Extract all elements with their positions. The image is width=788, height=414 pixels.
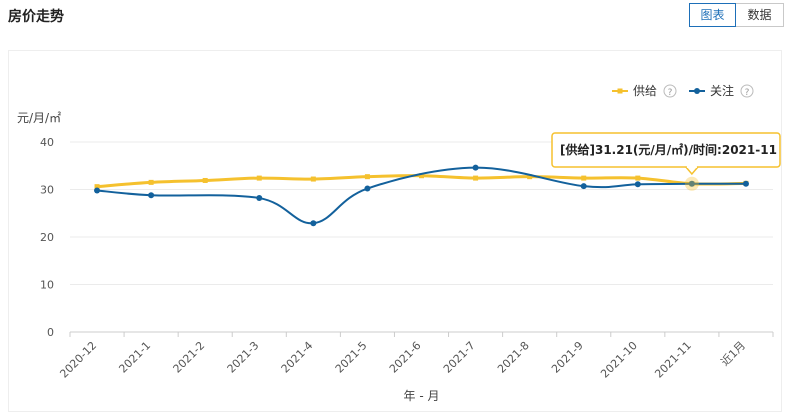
help-icon[interactable] [663, 84, 677, 98]
tab-chart[interactable]: 图表 [689, 3, 736, 27]
y-tick-label: 30 [40, 184, 54, 197]
data-point[interactable] [364, 185, 371, 192]
x-tick-label: 2021-7 [441, 339, 478, 376]
legend-label[interactable]: 供给 [633, 84, 657, 98]
x-tick-label: 2021-4 [279, 339, 316, 376]
data-point[interactable] [310, 176, 316, 182]
legend-marker [694, 88, 700, 94]
data-point[interactable] [635, 175, 641, 181]
x-tick-label: 2021-1 [116, 339, 153, 376]
data-point[interactable] [688, 180, 695, 187]
x-tick-label: 2021-6 [387, 339, 424, 376]
legend-label[interactable]: 关注 [710, 83, 734, 98]
y-tick-label: 10 [40, 279, 54, 292]
x-tick-label: 2021-5 [333, 339, 370, 376]
x-tick-label: 2021-2 [171, 339, 208, 376]
x-tick-label: 2021-10 [598, 339, 640, 381]
help-icon-glyph: ? [668, 88, 673, 98]
data-point[interactable] [256, 195, 263, 202]
data-point[interactable] [581, 175, 587, 181]
data-point[interactable] [419, 173, 424, 179]
legend-marker [617, 88, 623, 94]
x-tick-label: 近1月 [718, 339, 748, 369]
x-tick-label: 2021-3 [225, 339, 262, 376]
data-point[interactable] [742, 180, 749, 187]
data-point[interactable] [148, 179, 154, 185]
y-tick-label: 0 [47, 326, 54, 339]
tooltip-pointer [685, 166, 699, 176]
y-tick-label: 40 [40, 136, 54, 149]
x-tick-label: 2021-8 [495, 339, 532, 376]
y-axis-label: 元/月/㎡ [17, 111, 61, 125]
tooltip-box [551, 132, 781, 168]
chart-panel [8, 50, 782, 412]
data-point[interactable] [634, 181, 641, 188]
data-point[interactable] [580, 183, 587, 190]
data-point[interactable] [202, 177, 208, 183]
x-tick-label: 2020-12 [57, 339, 99, 381]
help-icon-glyph: ? [745, 88, 750, 98]
x-axis-label: 年 - 月 [404, 389, 440, 403]
x-tick-label: 2021-9 [549, 339, 586, 376]
data-point[interactable] [310, 220, 317, 227]
data-point[interactable] [364, 174, 370, 180]
help-icon[interactable] [740, 84, 754, 98]
data-point[interactable] [527, 174, 533, 180]
data-point[interactable] [473, 175, 479, 181]
tooltip-text: [供给]31.21(元/月/㎡)/时间:2021-11 [560, 142, 777, 157]
x-tick-label: 2021-11 [652, 339, 694, 381]
data-point[interactable] [94, 184, 100, 190]
data-point[interactable] [94, 187, 101, 194]
view-toggle: 图表 数据 [689, 3, 784, 27]
series-line-关注 [96, 166, 746, 225]
tab-data[interactable]: 数据 [736, 3, 784, 27]
data-point[interactable] [472, 164, 479, 171]
data-point[interactable] [148, 192, 155, 199]
hover-highlight [684, 176, 699, 191]
data-point[interactable] [256, 175, 262, 181]
y-tick-label: 20 [40, 231, 54, 244]
page-title: 房价走势 [8, 9, 64, 25]
